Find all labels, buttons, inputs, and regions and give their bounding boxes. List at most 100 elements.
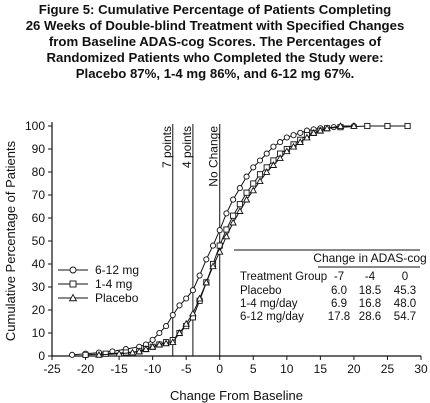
data-point-triangle [350, 122, 358, 129]
inset-table-cell: 1-4 mg/day [240, 298, 298, 310]
data-point-triangle [195, 294, 204, 302]
data-point-circle [270, 143, 277, 150]
reference-line-label: 7 points [160, 126, 174, 168]
data-point-square [364, 122, 371, 130]
y-tick-label: 20 [32, 303, 46, 317]
inset-table-cell: 6-12 mg/day [240, 311, 304, 323]
inset-table-header-cell: -7 [334, 271, 344, 283]
data-point-square [243, 189, 250, 196]
data-point-square [384, 122, 391, 130]
data-point-triangle [269, 161, 278, 168]
x-tick-label: -5 [181, 362, 192, 376]
reference-line-label: 4 points [180, 126, 194, 168]
figure-title-line-5: Placebo 87%, 1-4 mg 86%, and 6-12 mg 67%… [75, 66, 355, 81]
data-point-triangle [142, 345, 150, 352]
data-point-circle [243, 173, 250, 180]
data-point-square [404, 122, 411, 130]
data-point-triangle [215, 247, 224, 255]
y-tick-label: 0 [38, 349, 45, 363]
inset-table-cell: Placebo [240, 285, 282, 297]
inset-table-cell: 45.3 [394, 285, 416, 297]
y-tick-label: 10 [32, 326, 46, 340]
data-point-circle [149, 336, 156, 343]
inset-table: Change in ADAS-cog Treatment Group -7 -4 0 Pl… [234, 249, 427, 323]
data-point-triangle [309, 128, 318, 136]
inset-table-header-cell: -4 [365, 271, 376, 283]
y-tick-label: 40 [32, 257, 46, 271]
x-tick-label: 10 [280, 362, 294, 376]
data-point-square [250, 180, 257, 187]
data-point-triangle [148, 342, 157, 350]
data-point-triangle [283, 147, 291, 155]
x-tick-label: 15 [314, 362, 328, 376]
data-point-triangle [296, 138, 304, 145]
series-line [98, 125, 354, 356]
x-tick-label: 5 [250, 362, 257, 376]
data-point-triangle [236, 207, 244, 214]
figure-title: Figure 5: Cumulative Percentage of Patie… [0, 2, 430, 82]
data-point-circle [163, 323, 170, 330]
inset-table-cell: 54.7 [394, 311, 416, 323]
inset-table-cell: 28.6 [359, 311, 381, 323]
data-point-triangle [323, 124, 331, 132]
data-point-circle [223, 210, 230, 217]
inset-table-header-cell: Treatment Group [240, 271, 327, 283]
data-point-triangle [175, 329, 184, 336]
y-tick-label: 100 [25, 119, 45, 133]
data-point-circle [297, 129, 304, 136]
legend-label: 1-4 mg [95, 277, 132, 291]
data-point-triangle [162, 339, 170, 347]
x-tick-label: 30 [414, 362, 428, 376]
data-point-triangle [256, 177, 264, 185]
data-point-triangle [128, 348, 137, 356]
data-point-circle [290, 132, 297, 139]
data-point-circle [209, 242, 217, 249]
x-tick-label: -25 [43, 362, 61, 376]
data-point-triangle [209, 262, 217, 270]
x-tick-label: 25 [381, 362, 395, 376]
y-tick-label: 60 [32, 211, 46, 225]
data-point-triangle [202, 278, 211, 286]
legend-label: 6-12 mg [95, 263, 139, 277]
data-point-square [236, 201, 243, 208]
data-point-triangle [182, 319, 190, 327]
data-point-triangle [262, 168, 271, 175]
legend-label: Placebo [95, 291, 139, 305]
data-point-square [82, 351, 89, 358]
figure-title-line-1: Figure 5: Cumulative Percentage of Patie… [38, 2, 392, 17]
y-axis-label: Cumulative Percentage of Patients [3, 140, 18, 341]
data-point-square [256, 171, 264, 178]
x-tick-label: -20 [77, 362, 95, 376]
data-point-triangle [242, 195, 251, 203]
data-point-circle [236, 185, 243, 192]
data-point-triangle [135, 347, 143, 355]
y-tick-label: 90 [32, 142, 46, 156]
data-point-circle [216, 227, 223, 234]
inset-table-cell: 17.8 [328, 311, 350, 323]
data-point-circle [263, 150, 270, 157]
data-point-square [102, 350, 109, 357]
data-point-square [223, 226, 230, 233]
x-axis-label: Change From Baseline [170, 388, 303, 403]
data-point-triangle [229, 218, 237, 226]
data-point-circle [69, 351, 76, 358]
inset-table-title: Change in ADAS-cog [313, 251, 426, 265]
data-point-circle [283, 134, 290, 141]
inset-table-cell: 6.9 [331, 298, 347, 310]
data-point-circle [69, 266, 77, 274]
inset-table-cell: 6.0 [331, 285, 347, 297]
data-point-triangle [276, 154, 284, 162]
data-point-square [69, 280, 77, 288]
data-point-triangle [316, 126, 325, 134]
x-tick-label: -10 [144, 362, 162, 376]
data-point-circle [176, 302, 183, 309]
y-tick-label: 80 [32, 165, 46, 179]
series-placebo [95, 122, 358, 358]
data-point-circle [256, 157, 264, 164]
y-tick-label: 30 [32, 280, 46, 294]
x-tick-label: 20 [347, 362, 361, 376]
data-point-square [230, 212, 237, 219]
